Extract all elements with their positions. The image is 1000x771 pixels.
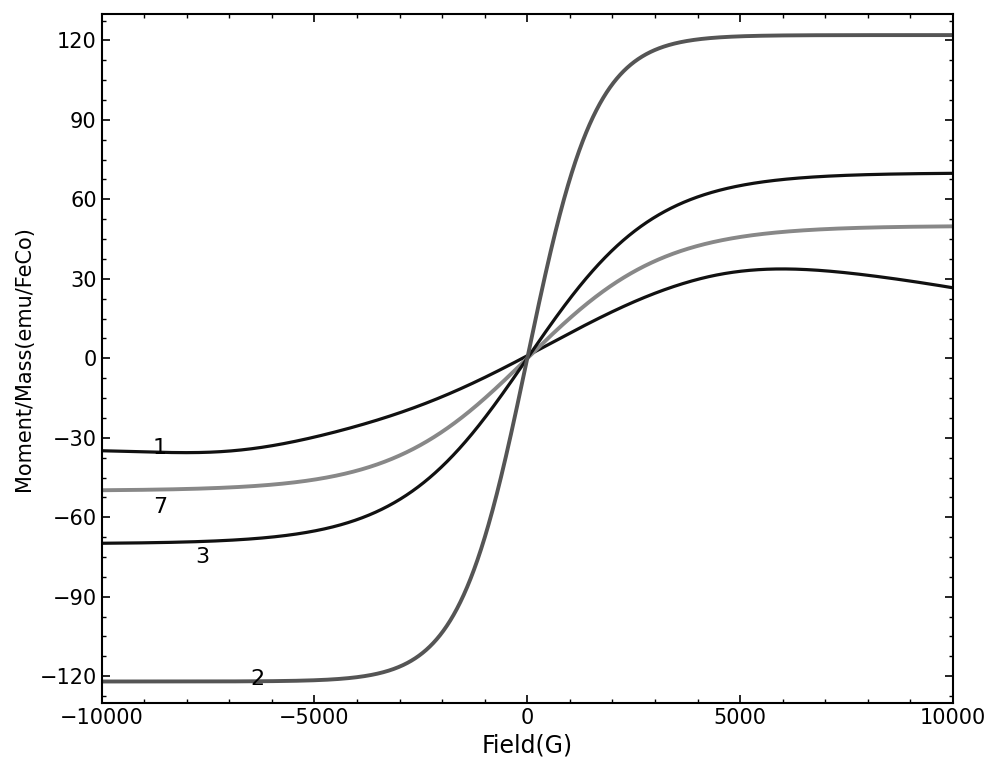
Text: 7: 7 (153, 497, 167, 517)
Text: 1: 1 (153, 439, 167, 459)
Text: 3: 3 (195, 547, 209, 567)
Text: 2: 2 (251, 669, 265, 689)
Y-axis label: Moment/Mass(emu/FeCo): Moment/Mass(emu/FeCo) (14, 226, 34, 490)
X-axis label: Field(G): Field(G) (482, 733, 573, 757)
